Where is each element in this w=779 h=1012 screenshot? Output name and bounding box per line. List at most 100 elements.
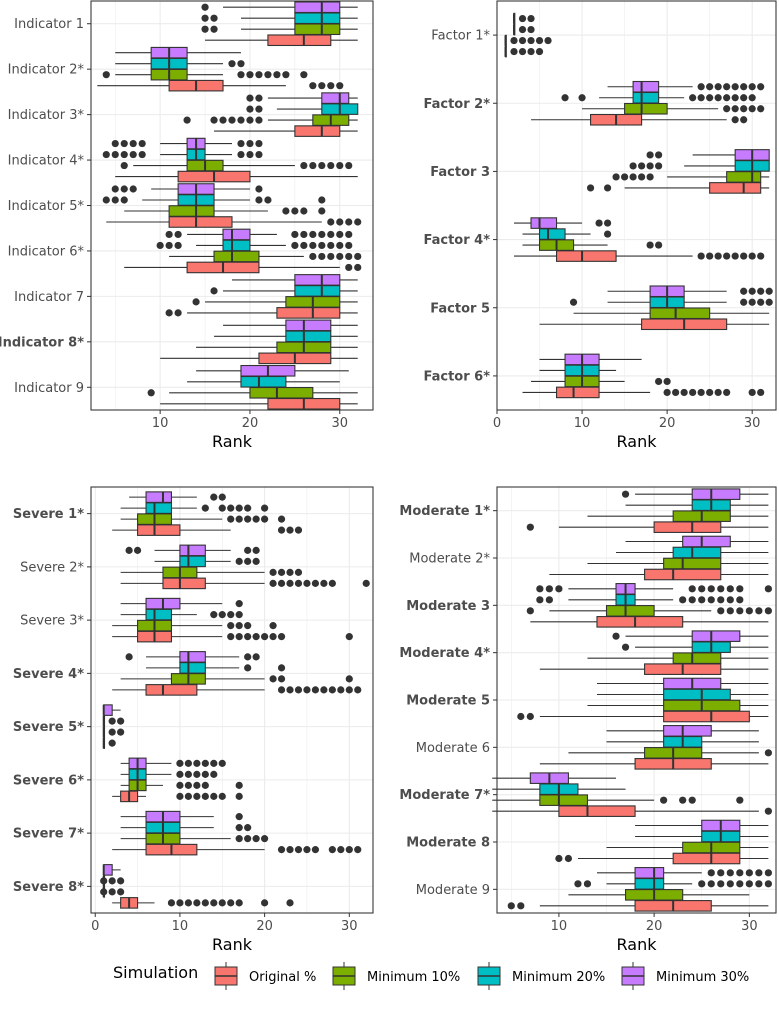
box-original- — [586, 182, 770, 194]
box-minimum-30- — [120, 810, 243, 823]
outlier-point — [120, 196, 128, 204]
box-minimum-10- — [587, 510, 769, 522]
outlier-point — [252, 546, 260, 554]
box-minimum-20- — [522, 228, 612, 240]
box — [538, 228, 566, 240]
outlier-point — [277, 675, 286, 683]
outlier-point — [286, 846, 294, 854]
outlier-point — [755, 880, 763, 888]
box-minimum-10- — [587, 557, 769, 570]
outlier-point — [545, 596, 553, 604]
outlier-point — [527, 36, 535, 45]
box-minimum-10- — [120, 673, 353, 685]
outlier-point — [286, 899, 294, 907]
box-minimum-20- — [120, 821, 252, 834]
box-original- — [112, 684, 362, 696]
outlier-point — [717, 869, 725, 877]
outlier-point — [210, 770, 218, 778]
box-minimum-20- — [539, 364, 617, 377]
box-minimum-30- — [539, 353, 642, 366]
outlier-point — [748, 388, 756, 397]
outlier-point — [714, 83, 722, 91]
box-minimum-10- — [169, 250, 362, 263]
box — [530, 217, 558, 229]
outlier-point — [277, 568, 286, 576]
outlier-point — [620, 173, 629, 181]
category-label: Moderate 5 — [406, 694, 490, 709]
outlier-point — [362, 579, 370, 587]
outlier-point — [517, 712, 525, 721]
box — [145, 491, 173, 503]
box — [294, 12, 341, 25]
outlier-point — [261, 899, 269, 907]
box-minimum-20- — [513, 23, 535, 36]
outlier-point — [282, 71, 290, 79]
x-tick-label: 30 — [331, 416, 348, 431]
outlier-point — [518, 47, 527, 56]
outlier-point — [201, 781, 209, 789]
outlier-point — [731, 83, 739, 91]
box — [672, 652, 722, 664]
box — [624, 102, 668, 115]
category-label: Factor 2* — [423, 97, 490, 112]
box-original- — [539, 318, 770, 331]
outlier-point — [300, 230, 308, 239]
box-minimum-10- — [102, 726, 125, 738]
box-minimum-20- — [629, 160, 770, 172]
outlier-point — [244, 622, 252, 630]
box-minimum-20- — [596, 688, 769, 701]
box-minimum-30- — [111, 137, 263, 150]
box-minimum-30- — [129, 491, 226, 503]
box — [179, 544, 206, 557]
box-minimum-10- — [568, 889, 750, 901]
box — [137, 524, 181, 536]
category-1 — [504, 12, 552, 58]
outlier-point — [309, 161, 317, 170]
category-label: Factor 1* — [431, 29, 490, 44]
outlier-point — [176, 759, 184, 767]
box — [644, 568, 722, 581]
outlier-point — [621, 490, 630, 498]
box — [162, 577, 206, 590]
outlier-point — [527, 47, 535, 56]
outlier-point — [706, 252, 714, 260]
box-minimum-20- — [536, 594, 744, 606]
outlier-point — [327, 161, 335, 170]
category-label: Moderate 4* — [399, 646, 490, 661]
outlier-point — [518, 14, 527, 23]
category-label: Indicator 6* — [8, 244, 85, 259]
x-tick-label: 10 — [152, 416, 169, 431]
outlier-point — [535, 36, 544, 45]
outlier-point — [227, 622, 235, 630]
outlier-point — [320, 686, 328, 694]
outlier-point — [309, 241, 317, 250]
outlier-point — [757, 83, 765, 91]
outlier-point — [688, 596, 696, 604]
outlier-point — [745, 869, 753, 877]
outlier-point — [309, 230, 317, 239]
outlier-point — [714, 94, 722, 102]
outlier-point — [117, 888, 125, 896]
x-tick-label: 10 — [574, 416, 591, 431]
box — [632, 80, 660, 93]
x-axis-title: Rank — [212, 935, 253, 954]
box-minimum-20- — [187, 375, 340, 388]
outlier-point — [218, 792, 226, 800]
category-6 — [124, 228, 362, 274]
outlier-point — [740, 252, 748, 260]
outlier-point — [345, 686, 353, 694]
outlier-point — [603, 184, 612, 192]
box — [145, 502, 173, 514]
outlier-point — [707, 585, 715, 593]
outlier-point — [545, 585, 553, 593]
outlier-point — [261, 835, 269, 843]
outlier-point — [184, 781, 192, 789]
box-minimum-10- — [120, 832, 269, 845]
outlier-point — [698, 596, 706, 604]
outlier-point — [176, 770, 184, 778]
box-original- — [526, 521, 769, 533]
outlier-point — [311, 579, 320, 587]
box — [555, 250, 617, 262]
outlier-point — [603, 230, 612, 238]
outlier-point — [345, 675, 353, 683]
